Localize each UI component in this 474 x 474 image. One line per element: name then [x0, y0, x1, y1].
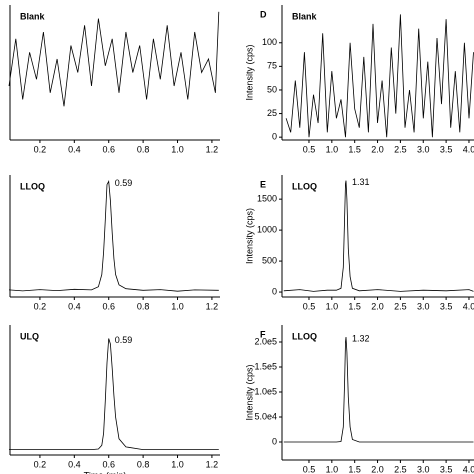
- y-tick-label: 0: [272, 286, 277, 296]
- x-tick-label: 0.8: [137, 459, 150, 469]
- peak-label: 1.32: [352, 333, 370, 343]
- x-tick-label: 3.0: [417, 301, 430, 311]
- y-tick-label: 25: [267, 108, 277, 118]
- y-axis-label: Intensity (cps): [244, 208, 254, 264]
- x-tick-label: 0.6: [102, 144, 115, 154]
- y-tick-label: 2.0e5: [254, 336, 277, 346]
- x-tick-label: 2.0: [371, 301, 384, 311]
- y-tick-label: 50: [267, 84, 277, 94]
- x-tick-label: 1.0: [326, 301, 339, 311]
- y-tick-label: 75: [267, 61, 277, 71]
- x-tick-label: 0.8: [137, 301, 150, 311]
- x-tick-label: 1.0: [326, 144, 339, 154]
- y-tick-label: 5.0e4: [254, 411, 277, 421]
- x-tick-label: 4.0: [463, 464, 474, 474]
- y-tick-label: 1500: [257, 194, 277, 204]
- trace: [283, 180, 474, 292]
- x-tick-label: 0.2: [34, 144, 47, 154]
- trace: [9, 338, 219, 450]
- trace: [283, 336, 474, 443]
- x-tick-label: 1.0: [171, 144, 184, 154]
- sample-label: LLOQ: [292, 331, 317, 341]
- x-tick-label: 0.8: [137, 144, 150, 154]
- y-axis-label: Intensity (cps): [244, 364, 254, 420]
- x-tick-label: 1.2: [206, 144, 219, 154]
- x-tick-label: 1.2: [206, 459, 219, 469]
- x-tick-label: 3.5: [440, 301, 453, 311]
- y-tick-label: 500: [262, 255, 277, 265]
- x-tick-label: 0.4: [68, 301, 81, 311]
- x-tick-label: 0.6: [102, 459, 115, 469]
- x-tick-label: 0.4: [68, 144, 81, 154]
- sample-label: Blank: [20, 11, 46, 21]
- y-tick-label: 0: [272, 132, 277, 142]
- panel-letter: E: [260, 179, 266, 189]
- sample-label: LLOQ: [20, 181, 45, 191]
- x-tick-label: 2.5: [394, 301, 407, 311]
- x-tick-label: 2.5: [394, 144, 407, 154]
- x-axis-label: Time (min): [84, 470, 127, 474]
- x-tick-label: 0.4: [68, 459, 81, 469]
- x-tick-label: 0.5: [303, 464, 316, 474]
- x-tick-label: 2.0: [371, 144, 384, 154]
- x-tick-label: 4.0: [463, 301, 474, 311]
- sample-label: Blank: [292, 11, 318, 21]
- y-tick-label: 100: [262, 37, 277, 47]
- x-tick-label: 0.6: [102, 301, 115, 311]
- x-tick-label: 0.2: [34, 301, 47, 311]
- x-tick-label: 0.5: [303, 144, 316, 154]
- trace: [8, 180, 219, 292]
- x-tick-label: 1.0: [171, 459, 184, 469]
- trace: [8, 11, 220, 107]
- x-tick-label: 3.5: [440, 464, 453, 474]
- x-tick-label: 1.2: [206, 301, 219, 311]
- y-tick-label: 1.5e5: [254, 361, 277, 371]
- x-tick-label: 1.5: [348, 144, 361, 154]
- x-tick-label: 2.0: [371, 464, 384, 474]
- panel-letter: D: [260, 9, 267, 19]
- peak-label: 0.59: [115, 178, 133, 188]
- y-tick-label: 1000: [257, 224, 277, 234]
- trace: [285, 14, 474, 138]
- sample-label: ULQ: [20, 331, 39, 341]
- y-tick-label: 0: [272, 436, 277, 446]
- sample-label: LLOQ: [292, 181, 317, 191]
- x-tick-label: 3.0: [417, 144, 430, 154]
- x-tick-label: 0.5: [303, 301, 316, 311]
- x-tick-label: 0.2: [34, 459, 47, 469]
- x-tick-label: 1.0: [326, 464, 339, 474]
- peak-label: 0.59: [115, 335, 133, 345]
- x-tick-label: 3.5: [440, 144, 453, 154]
- x-tick-label: 4.0: [463, 144, 474, 154]
- peak-label: 1.31: [352, 177, 370, 187]
- y-tick-label: 1.0e5: [254, 386, 277, 396]
- panel-letter: F: [260, 329, 266, 339]
- x-tick-label: 1.5: [348, 464, 361, 474]
- x-tick-label: 1.0: [171, 301, 184, 311]
- x-tick-label: 1.5: [348, 301, 361, 311]
- x-tick-label: 2.5: [394, 464, 407, 474]
- x-tick-label: 3.0: [417, 464, 430, 474]
- y-axis-label: Intensity (cps): [244, 44, 254, 100]
